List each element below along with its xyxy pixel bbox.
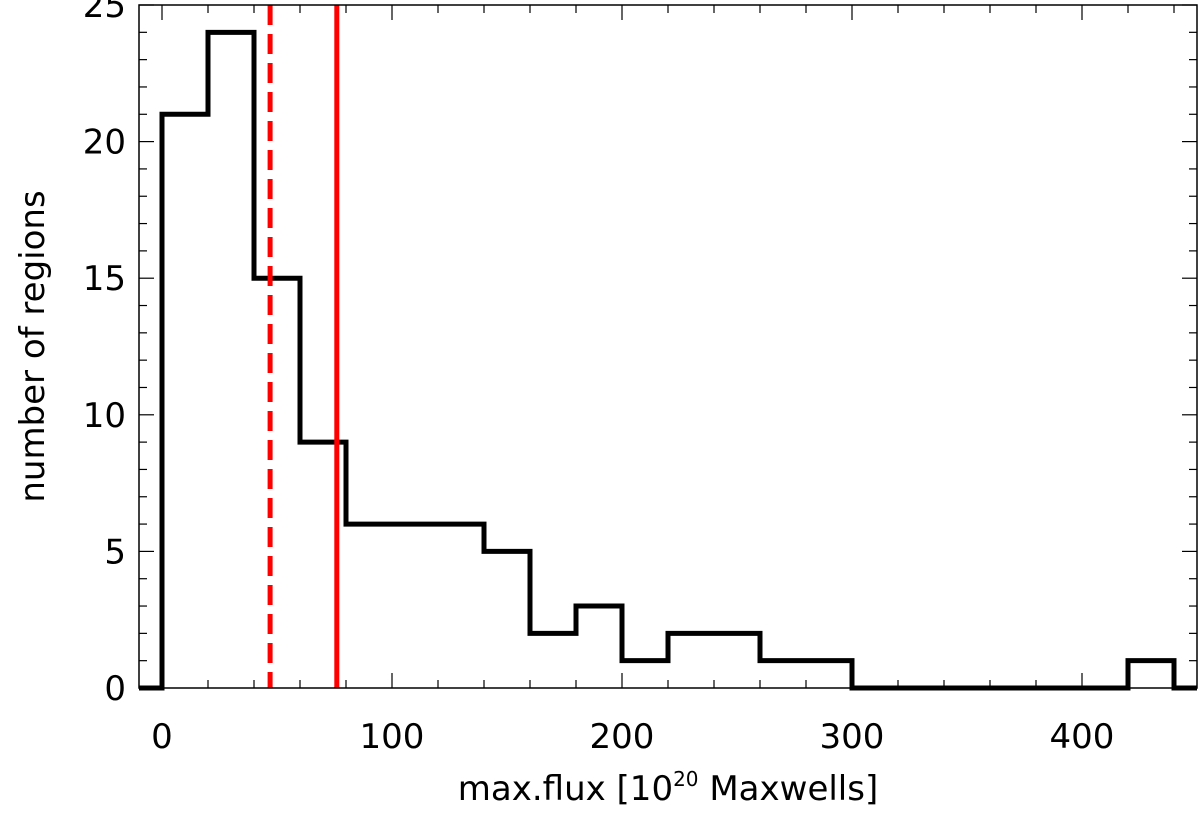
histogram-bin: [806, 661, 852, 688]
x-axis-label-exponent: 20: [673, 767, 698, 791]
x-axis-label: max.flux [1020 Maxwells]: [458, 767, 878, 809]
y-tick-label: 10: [83, 396, 126, 436]
x-tick-label: 300: [820, 717, 885, 757]
x-axis-label-prefix: max.flux [10: [458, 769, 673, 809]
marks-layer: [139, 5, 1197, 691]
y-tick-label: 15: [83, 259, 126, 299]
y-tick-label: 0: [104, 669, 126, 709]
y-tick-label: 25: [83, 0, 126, 26]
x-axis-label-suffix: Maxwells]: [699, 769, 879, 809]
histogram-bin: [392, 524, 438, 688]
histogram-bin: [622, 661, 668, 688]
histogram-bin: [438, 524, 484, 688]
histogram-bin: [162, 114, 208, 688]
histogram-step-line: [139, 29, 1197, 691]
histogram-bin: [1128, 661, 1174, 688]
x-tick-label: 0: [151, 717, 173, 757]
histogram-bin: [530, 633, 576, 688]
x-tick-label: 400: [1050, 717, 1115, 757]
histogram-bin: [760, 661, 806, 688]
x-tick-label: 200: [590, 717, 655, 757]
histogram-bin: [484, 551, 530, 688]
y-tick-label: 5: [104, 532, 126, 572]
histogram-bin: [208, 32, 254, 688]
x-tick-label: 100: [360, 717, 425, 757]
histogram-bin: [346, 524, 392, 688]
plot-frame: [138, 4, 1198, 689]
histogram-bin: [714, 633, 760, 688]
y-axis-label: number of regions: [13, 190, 53, 502]
tick-labels-layer: 0 100 200 300 400 0 5 10 15 20 25: [83, 0, 1115, 757]
y-tick-label: 20: [83, 123, 126, 163]
histogram-bin: [576, 606, 622, 688]
histogram-bin: [668, 633, 714, 688]
histogram-bin: [254, 278, 300, 688]
